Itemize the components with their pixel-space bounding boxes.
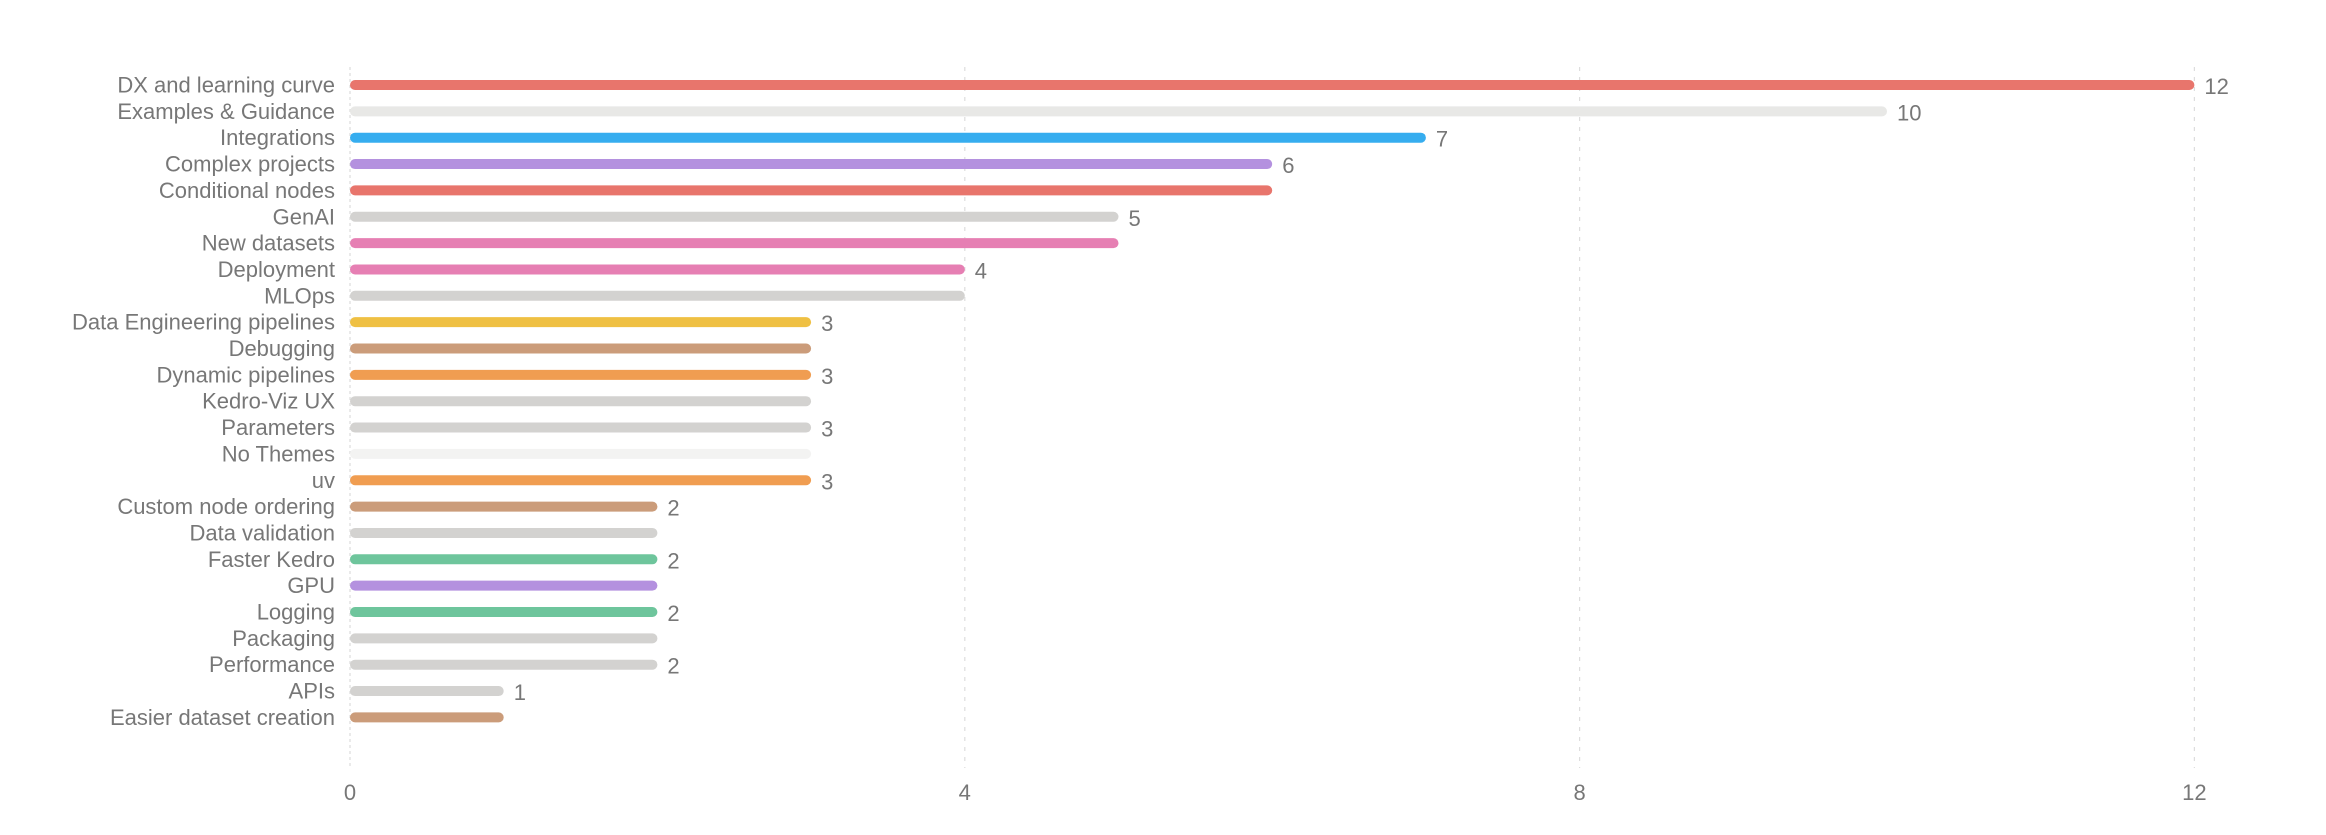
bar bbox=[350, 554, 658, 565]
bar bbox=[350, 343, 812, 354]
value-label: 3 bbox=[821, 311, 833, 336]
bar bbox=[350, 317, 812, 328]
bar bbox=[350, 159, 1273, 170]
category-label: Kedro-Viz UX bbox=[202, 389, 335, 414]
value-label: 12 bbox=[2204, 74, 2228, 99]
bar bbox=[350, 290, 965, 301]
bar bbox=[350, 448, 812, 459]
bar bbox=[350, 659, 658, 670]
bar bbox=[350, 369, 812, 380]
value-label: 2 bbox=[667, 601, 679, 626]
value-label: 10 bbox=[1897, 100, 1921, 125]
bar bbox=[350, 132, 1426, 143]
category-label: Performance bbox=[209, 652, 335, 677]
x-tick-label: 0 bbox=[344, 780, 356, 805]
x-tick-label: 12 bbox=[2182, 780, 2206, 805]
category-label: Integrations bbox=[220, 125, 335, 150]
x-tick-label: 4 bbox=[959, 780, 971, 805]
category-label: MLOps bbox=[264, 283, 335, 308]
category-label: GenAI bbox=[273, 204, 335, 229]
category-label: Data validation bbox=[189, 520, 335, 545]
category-label: Complex projects bbox=[165, 152, 335, 177]
bar bbox=[350, 264, 965, 275]
value-label: 6 bbox=[1282, 153, 1294, 178]
bar bbox=[350, 686, 504, 697]
category-label: GPU bbox=[287, 573, 335, 598]
category-label: Conditional nodes bbox=[159, 178, 335, 203]
bar bbox=[350, 185, 1273, 196]
value-label: 3 bbox=[821, 364, 833, 389]
category-label: Deployment bbox=[218, 257, 335, 282]
value-label: 2 bbox=[667, 548, 679, 573]
category-label: No Themes bbox=[222, 441, 335, 466]
category-label: New datasets bbox=[202, 231, 335, 256]
bar bbox=[350, 633, 658, 644]
category-label: Examples & Guidance bbox=[117, 99, 335, 124]
value-label: 1 bbox=[514, 680, 526, 705]
bar bbox=[350, 580, 658, 591]
category-label: APIs bbox=[289, 679, 335, 704]
value-label: 3 bbox=[821, 417, 833, 442]
value-label: 7 bbox=[1436, 127, 1448, 152]
value-label: 2 bbox=[667, 654, 679, 679]
category-label: Parameters bbox=[221, 415, 335, 440]
value-label: 2 bbox=[667, 496, 679, 521]
category-label: uv bbox=[312, 468, 335, 493]
category-label: Custom node ordering bbox=[117, 494, 335, 519]
category-label: Logging bbox=[257, 600, 335, 625]
bar bbox=[350, 607, 658, 617]
value-label: 5 bbox=[1129, 206, 1141, 231]
category-label: Easier dataset creation bbox=[110, 705, 335, 730]
bar bbox=[350, 712, 504, 723]
bar bbox=[350, 475, 812, 486]
bar bbox=[350, 106, 1887, 117]
category-label: DX and learning curve bbox=[117, 73, 335, 98]
category-label: Faster Kedro bbox=[208, 547, 335, 572]
category-label: Dynamic pipelines bbox=[156, 362, 335, 387]
bar bbox=[350, 527, 658, 538]
bar bbox=[350, 422, 812, 433]
value-label: 4 bbox=[975, 258, 987, 283]
bar bbox=[350, 396, 812, 407]
category-label: Debugging bbox=[229, 336, 335, 361]
bar bbox=[350, 238, 1119, 249]
x-tick-label: 8 bbox=[1573, 780, 1585, 805]
bar bbox=[350, 80, 2195, 90]
category-label: Data Engineering pipelines bbox=[72, 310, 335, 335]
value-label: 3 bbox=[821, 469, 833, 494]
bar bbox=[350, 211, 1119, 222]
bar bbox=[350, 501, 658, 512]
category-label: Packaging bbox=[232, 626, 335, 651]
